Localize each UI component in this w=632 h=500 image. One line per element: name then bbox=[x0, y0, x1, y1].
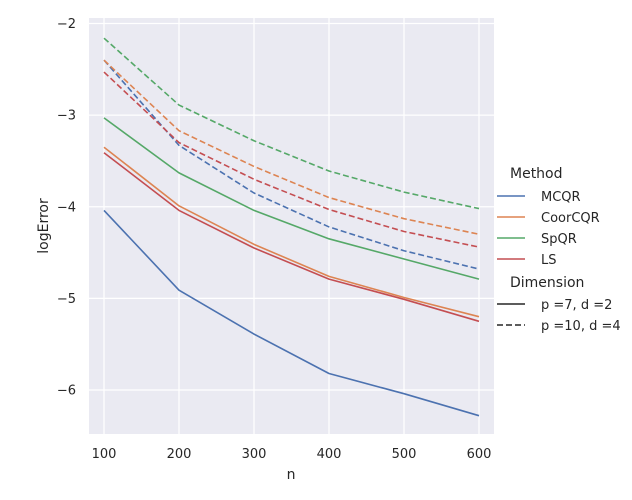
legend-title-dimension: Dimension bbox=[510, 275, 584, 291]
y-tick-label: −2 bbox=[57, 17, 76, 32]
x-axis-label: n bbox=[287, 467, 296, 483]
legend-label-spqr: SpQR bbox=[541, 232, 577, 247]
series-line-spqr-dashed bbox=[103, 37, 480, 210]
x-tick-label: 500 bbox=[392, 447, 417, 462]
y-tick-label: −3 bbox=[57, 109, 76, 124]
legend-dimensions: p =7, d =2 p =10, d =4 bbox=[497, 298, 621, 334]
legend: Method MCQR CoorCQR SpQR LS Dimension p =7,… bbox=[497, 166, 621, 334]
series-line-coorcqr-dashed bbox=[103, 59, 480, 236]
x-tick-label: 200 bbox=[167, 447, 192, 462]
y-tick-label: −5 bbox=[57, 292, 76, 307]
x-tick-label: 300 bbox=[242, 447, 267, 462]
series-line-spqr-solid bbox=[103, 117, 480, 280]
x-tick-label: 100 bbox=[92, 447, 117, 462]
series-line-coorcqr-solid bbox=[103, 146, 480, 318]
y-tick-label: −4 bbox=[57, 200, 76, 215]
legend-label-dimension: p =10, d =4 bbox=[541, 319, 621, 334]
y-tick-label: −6 bbox=[57, 384, 76, 399]
x-tick-label: 400 bbox=[317, 447, 342, 462]
legend-label-mcqr: MCQR bbox=[541, 190, 581, 205]
series-line-ls-solid bbox=[103, 152, 480, 323]
series-line-ls-dashed bbox=[103, 71, 480, 248]
legend-label-dimension: p =7, d =2 bbox=[541, 298, 612, 313]
legend-label-ls: LS bbox=[541, 253, 557, 268]
series-line-mcqr-solid bbox=[103, 209, 480, 417]
x-tick-label: 600 bbox=[467, 447, 492, 462]
legend-title-method: Method bbox=[510, 166, 563, 182]
grid-lines bbox=[89, 18, 494, 434]
x-tick-labels: 100 200 300 400 500 600 bbox=[92, 447, 492, 462]
plot-area bbox=[89, 18, 494, 434]
y-axis-label: logError bbox=[36, 198, 52, 254]
legend-methods: MCQR CoorCQR SpQR LS bbox=[497, 190, 600, 268]
legend-label-coorcqr: CoorCQR bbox=[541, 211, 600, 226]
y-tick-labels: −2 −3 −4 −5 −6 bbox=[57, 17, 76, 399]
series-lines bbox=[103, 37, 480, 417]
